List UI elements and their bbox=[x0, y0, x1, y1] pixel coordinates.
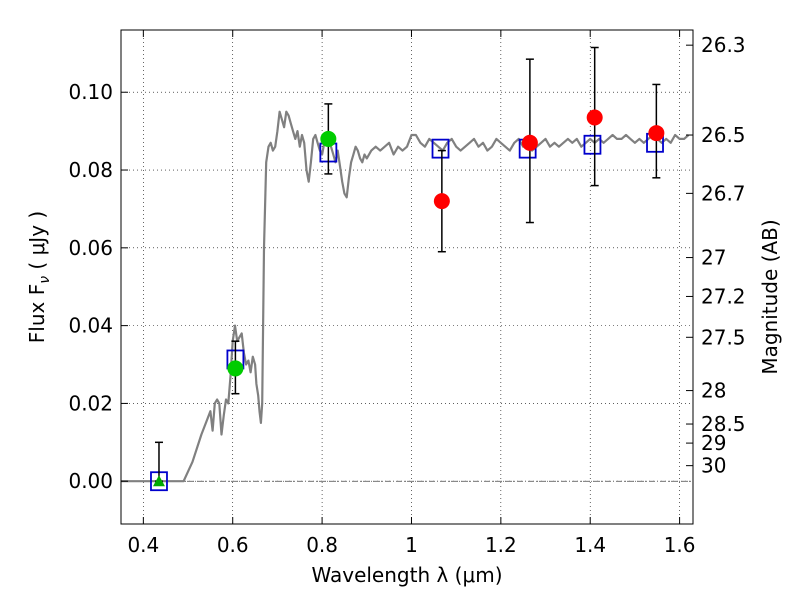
y2-tick-label: 29 bbox=[701, 431, 726, 455]
y2-tick-label: 28.5 bbox=[701, 412, 746, 436]
upper-limit-triangle bbox=[152, 475, 165, 487]
y-tick-label: 0.10 bbox=[68, 80, 113, 104]
x-tick-label: 1.6 bbox=[664, 533, 696, 557]
x-tick-label: 0.4 bbox=[127, 533, 159, 557]
y-axis-label: Flux Fν ( μJy ) bbox=[25, 211, 53, 343]
y2-axis-label: Magnitude (AB) bbox=[758, 219, 782, 374]
observed-flux-point bbox=[586, 109, 603, 126]
plot-frame bbox=[120, 29, 694, 525]
y-axis-label-main: Flux F bbox=[25, 284, 49, 343]
plot-area bbox=[121, 46, 690, 492]
y-tick-label: 0.08 bbox=[68, 158, 113, 182]
y-axis-label-units: ( μJy ) bbox=[25, 211, 49, 276]
x-tick-label: 0.6 bbox=[217, 533, 249, 557]
y2-tick-label: 28 bbox=[701, 379, 726, 403]
model-photometry-square bbox=[583, 134, 602, 155]
observed-flux-point bbox=[433, 193, 450, 210]
y2-tick-label: 27 bbox=[701, 246, 726, 270]
y-tick-label: 0.06 bbox=[68, 236, 113, 260]
y-axis-label-subscript: ν bbox=[37, 276, 53, 284]
y2-tick-label: 27.5 bbox=[701, 325, 746, 349]
y2-tick-label: 26.7 bbox=[701, 181, 746, 205]
y2-tick-label: 26.5 bbox=[701, 123, 746, 147]
y2-tick-label: 27.2 bbox=[701, 284, 746, 308]
y2-tick-label: 26.3 bbox=[701, 33, 746, 57]
observed-flux-point bbox=[320, 130, 337, 147]
observed-flux-point bbox=[227, 360, 244, 377]
grid-lines bbox=[121, 30, 693, 524]
x-tick-label: 1 bbox=[405, 533, 418, 557]
x-axis-label: Wavelength λ (μm) bbox=[311, 563, 502, 587]
y-tick-label: 0.02 bbox=[68, 391, 113, 415]
y-tick-label: 0.04 bbox=[68, 314, 113, 338]
x-tick-label: 1.2 bbox=[485, 533, 517, 557]
y-tick-label: 0.00 bbox=[68, 469, 113, 493]
observed-flux-point bbox=[648, 125, 665, 142]
y2-tick-label: 30 bbox=[701, 454, 726, 478]
model-spectrum-line bbox=[121, 110, 690, 483]
observed-flux-point bbox=[521, 134, 538, 151]
x-tick-label: 0.8 bbox=[306, 533, 338, 557]
model-photometry-square bbox=[431, 138, 450, 159]
axis-ticks: 0.4 0.6 0.8 1 1.2 1.4 1.6 0.00 0.02 0.04 0.06 0.08 0… bbox=[68, 30, 746, 557]
x-tick-label: 1.4 bbox=[574, 533, 606, 557]
